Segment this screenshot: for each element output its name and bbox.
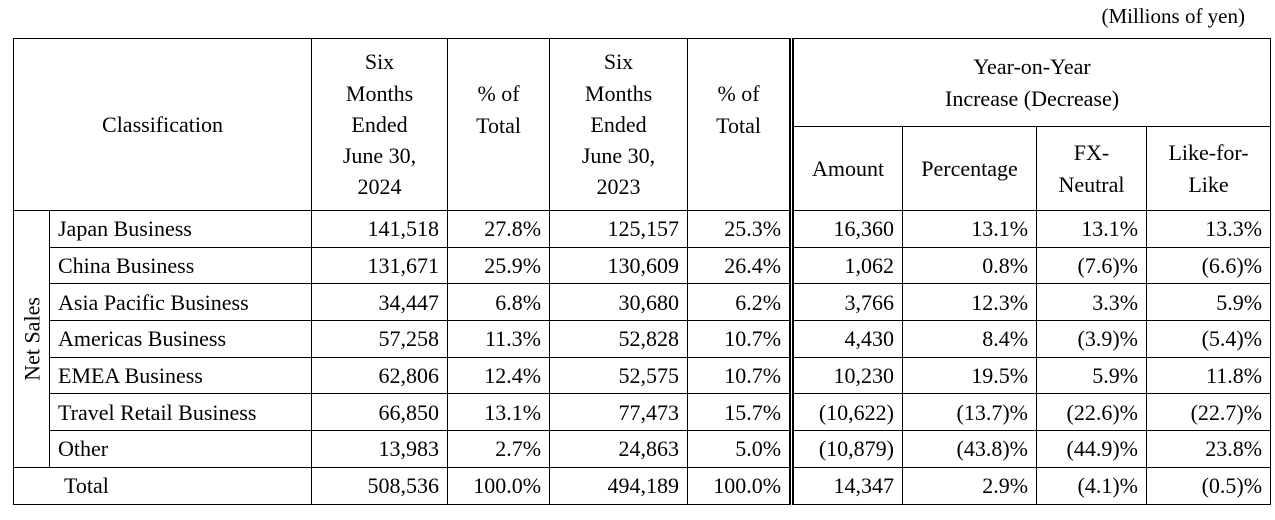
- current-pct-header: % of Total: [447, 38, 551, 211]
- cell-prior-pct: 26.4%: [687, 246, 795, 285]
- cell-fx-neutral: 3.3%: [1036, 283, 1148, 322]
- prior-period-header: Six Months Ended June 30, 2023: [549, 38, 689, 211]
- cell-current: 34,447: [311, 283, 449, 322]
- current-period-header: Six Months Ended June 30, 2024: [311, 38, 449, 211]
- percentage-header: Percentage: [902, 126, 1038, 211]
- cell-like-for-like: (5.4)%: [1146, 320, 1272, 358]
- cell-prior: 77,473: [549, 393, 689, 432]
- yoy-header: Year-on-Year Increase (Decrease): [791, 38, 1272, 127]
- prior-pct-header: % of Total: [687, 38, 795, 211]
- row-label: Other: [48, 430, 313, 468]
- cell-fx-neutral: (3.9)%: [1036, 320, 1148, 358]
- cell-amount: (10,879): [791, 430, 904, 468]
- cell-current-pct: 13.1%: [447, 393, 551, 432]
- cell-prior: 130,609: [549, 246, 689, 285]
- cell-percentage: 13.1%: [902, 210, 1038, 248]
- like-for-like-header: Like-for- Like: [1146, 126, 1272, 211]
- cell-prior-pct: 10.7%: [687, 356, 795, 395]
- cell-prior-pct: 25.3%: [687, 210, 795, 248]
- net-sales-table: Classification Six Months Ended June 30,…: [12, 38, 1272, 505]
- cell-current: 66,850: [311, 393, 449, 432]
- cell-prior-pct: 6.2%: [687, 283, 795, 322]
- cell-percentage: 0.8%: [902, 246, 1038, 285]
- total-prior: 494,189: [549, 466, 689, 505]
- cell-prior: 24,863: [549, 430, 689, 468]
- amount-header: Amount: [791, 126, 904, 211]
- cell-amount: 1,062: [791, 246, 904, 285]
- row-label: Japan Business: [48, 210, 313, 248]
- cell-amount: 10,230: [791, 356, 904, 395]
- row-label: Asia Pacific Business: [48, 283, 313, 322]
- cell-percentage: (13.7)%: [902, 393, 1038, 432]
- cell-fx-neutral: 13.1%: [1036, 210, 1148, 248]
- row-label: China Business: [48, 246, 313, 285]
- units-note: (Millions of yen): [1101, 4, 1245, 28]
- cell-amount: 3,766: [791, 283, 904, 322]
- total-like-for-like: (0.5)%: [1146, 466, 1272, 505]
- cell-prior: 125,157: [549, 210, 689, 248]
- total-percentage: 2.9%: [902, 466, 1038, 505]
- total-current: 508,536: [311, 466, 449, 505]
- cell-prior: 52,575: [549, 356, 689, 395]
- row-label: Americas Business: [48, 320, 313, 358]
- total-label: Total: [12, 466, 313, 505]
- cell-percentage: 12.3%: [902, 283, 1038, 322]
- cell-current: 131,671: [311, 246, 449, 285]
- cell-amount: (10,622): [791, 393, 904, 432]
- cell-prior: 52,828: [549, 320, 689, 358]
- cell-current: 57,258: [311, 320, 449, 358]
- cell-like-for-like: 23.8%: [1146, 430, 1272, 468]
- table-row: Net Sales Japan Business 141,518 27.8% 1…: [13, 210, 1272, 468]
- cell-current: 62,806: [311, 356, 449, 395]
- cell-percentage: (43.8)%: [902, 430, 1038, 468]
- cell-prior-pct: 10.7%: [687, 320, 795, 358]
- total-fx-neutral: (4.1)%: [1036, 466, 1148, 505]
- cell-amount: 16,360: [791, 210, 904, 248]
- cell-current-pct: 11.3%: [447, 320, 551, 358]
- total-current-pct: 100.0%: [447, 466, 551, 505]
- table-row: EMEA Business 62,806 12.4% 52,575 10.7% …: [14, 356, 1272, 395]
- cell-current-pct: 12.4%: [447, 356, 551, 395]
- cell-percentage: 8.4%: [902, 320, 1038, 358]
- cell-amount: 4,430: [791, 320, 904, 358]
- table-row: Travel Retail Business 66,850 13.1% 77,4…: [14, 393, 1272, 432]
- row-label: EMEA Business: [48, 356, 313, 395]
- cell-like-for-like: 5.9%: [1146, 283, 1272, 322]
- cell-like-for-like: (6.6)%: [1146, 246, 1272, 285]
- total-row: Total 508,536 100.0% 494,189 100.0% 14,3…: [12, 466, 1272, 505]
- cell-like-for-like: 13.3%: [1146, 210, 1272, 248]
- cell-current: 13,983: [311, 430, 449, 468]
- cell-fx-neutral: (7.6)%: [1036, 246, 1148, 285]
- cell-fx-neutral: (22.6)%: [1036, 393, 1148, 432]
- row-label: Travel Retail Business: [48, 393, 313, 432]
- table-row: Asia Pacific Business 34,447 6.8% 30,680…: [14, 283, 1272, 322]
- cell-prior-pct: 15.7%: [687, 393, 795, 432]
- cell-current-pct: 27.8%: [447, 210, 551, 248]
- cell-current-pct: 2.7%: [447, 430, 551, 468]
- cell-current: 141,518: [311, 210, 449, 248]
- table-row: Other 13,983 2.7% 24,863 5.0% (10,879) (…: [14, 430, 1272, 468]
- classification-header: Classification: [12, 38, 313, 211]
- cell-percentage: 19.5%: [902, 356, 1038, 395]
- net-sales-group-label: Net Sales: [13, 210, 50, 468]
- fx-neutral-header: FX- Neutral: [1036, 126, 1148, 211]
- cell-prior: 30,680: [549, 283, 689, 322]
- total-prior-pct: 100.0%: [687, 466, 795, 505]
- cell-current-pct: 25.9%: [447, 246, 551, 285]
- total-amount: 14,347: [791, 466, 904, 505]
- table-row: Americas Business 57,258 11.3% 52,828 10…: [14, 320, 1272, 358]
- cell-fx-neutral: (44.9)%: [1036, 430, 1148, 468]
- cell-prior-pct: 5.0%: [687, 430, 795, 468]
- cell-like-for-like: (22.7)%: [1146, 393, 1272, 432]
- cell-current-pct: 6.8%: [447, 283, 551, 322]
- cell-like-for-like: 11.8%: [1146, 356, 1272, 395]
- cell-fx-neutral: 5.9%: [1036, 356, 1148, 395]
- table-row: China Business 131,671 25.9% 130,609 26.…: [14, 246, 1272, 285]
